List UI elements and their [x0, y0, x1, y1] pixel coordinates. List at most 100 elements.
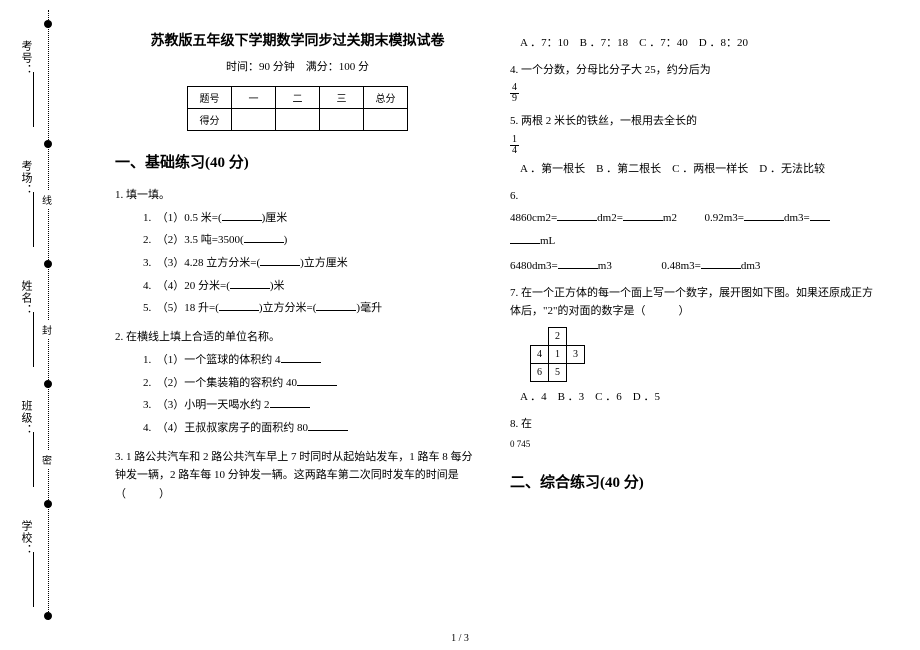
net-cell: 2	[549, 327, 567, 345]
q1-tail: )立方厘米	[300, 257, 348, 269]
q6-text: 4860cm2=	[510, 212, 557, 224]
fraction-icon: 4 9	[510, 83, 519, 104]
q3-options: A ．7：10 B ．7：18 C ．7：40 D ．8：20	[520, 34, 875, 53]
q7-text: 7. 在一个正方体的每一个面上写一个数字，展开图如下图。如果还原成正方体后，"2…	[510, 284, 875, 321]
q1-item-text: 2. （2）3.5 吨=3500(	[143, 234, 244, 246]
dot-icon	[44, 500, 52, 508]
net-cell: 4	[531, 345, 549, 363]
fill-blank	[623, 210, 663, 221]
q8-sub: 0 745	[510, 437, 875, 452]
score-header: 题号	[188, 87, 232, 109]
q3-text: 3. 1 路公共汽车和 2 路公共汽车早上 7 时同时从起始站发车，1 路车 8…	[115, 448, 480, 504]
score-header: 总分	[364, 87, 408, 109]
score-cell	[364, 109, 408, 131]
side-label-class: 班级：	[18, 400, 34, 436]
net-cell: 6	[531, 363, 549, 381]
fill-blank	[316, 300, 356, 311]
dot-icon	[44, 20, 52, 28]
q1-item-text: 4. （4）20 分米=(	[143, 280, 230, 292]
score-label: 得分	[188, 109, 232, 131]
table-row: 得分	[188, 109, 408, 131]
q5-fraction: 1 4	[510, 135, 875, 156]
score-cell	[276, 109, 320, 131]
fill-blank	[270, 397, 310, 408]
q6-line2: 6480dm3=m3 0.48m3=dm3	[510, 257, 875, 276]
score-cell	[232, 109, 276, 131]
q6-text: dm3=	[784, 212, 810, 224]
fraction-icon: 1 4	[510, 135, 519, 156]
q2-item-text: 2. （2）一个集装箱的容积约 40	[143, 377, 297, 389]
q1-item: 3. （3）4.28 立方分米=( )立方厘米	[143, 254, 480, 273]
fill-blank	[260, 255, 300, 266]
q2-stem: 2. 在横线上填上合适的单位名称。	[115, 328, 480, 347]
q2-item: 2. （2）一个集装箱的容积约 40	[143, 374, 480, 393]
q1-item-text: 1. （1）0.5 米=(	[143, 212, 222, 224]
dot-icon	[44, 380, 52, 388]
q1-item-text: 3. （3）4.28 立方分米=(	[143, 257, 260, 269]
q6-text: dm2=	[597, 212, 623, 224]
fraction-den: 9	[510, 94, 519, 104]
seal-char: 封	[42, 320, 52, 339]
q1-tail: )毫升	[356, 302, 382, 314]
fill-blank	[281, 352, 321, 363]
section-2-title: 二、综合练习(40 分)	[510, 471, 875, 492]
q2-item: 1. （1）一个篮球的体积约 4	[143, 351, 480, 370]
q1-item: 5. （5）18 升=( )立方分米=( )毫升	[143, 299, 480, 318]
score-header: 二	[276, 87, 320, 109]
left-column: 苏教版五年级下学期数学同步过关期末模拟试卷 时间：90 分钟 满分：100 分 …	[100, 0, 495, 640]
q5-text: 5. 两根 2 米长的铁丝，一根用去全长的	[510, 112, 875, 131]
net-row: 2	[531, 327, 585, 345]
dot-icon	[44, 260, 52, 268]
q2-item-text: 4. （4）王叔叔家房子的面积约 80	[143, 422, 308, 434]
q1-item: 1. （1）0.5 米=( )厘米	[143, 209, 480, 228]
q1-item: 2. （2）3.5 吨=3500()	[143, 231, 480, 250]
q7-options: A ．4 B ．3 C ．6 D ．5	[520, 388, 875, 407]
fill-blank	[308, 420, 348, 431]
q6-text: m2	[663, 212, 677, 224]
fill-blank	[244, 232, 284, 243]
table-row: 题号 一 二 三 总分	[188, 87, 408, 109]
q1-item: 4. （4）20 分米=()米	[143, 277, 480, 296]
dot-icon	[44, 612, 52, 620]
fill-blank	[810, 210, 830, 221]
fill-blank	[701, 258, 741, 269]
side-label-school: 学校：	[18, 520, 34, 556]
q2-item: 4. （4）王叔叔家房子的面积约 80	[143, 419, 480, 438]
q1-tail: )	[284, 234, 288, 246]
fill-blank	[744, 210, 784, 221]
fill-blank	[222, 210, 262, 221]
q6-text: m3	[598, 260, 612, 272]
fill-blank	[219, 300, 259, 311]
q1-tail: )厘米	[262, 212, 288, 224]
net-row: 65	[531, 363, 585, 381]
fill-blank	[558, 258, 598, 269]
fill-blank	[297, 375, 337, 386]
q2-item: 3. （3）小明一天喝水约 2	[143, 396, 480, 415]
score-cell	[320, 109, 364, 131]
score-table: 题号 一 二 三 总分 得分	[187, 86, 408, 131]
cube-net-diagram: 2 413 65	[530, 327, 875, 382]
fraction-den: 4	[510, 146, 519, 156]
net-cell: 3	[567, 345, 585, 363]
q1-tail: )立方分米=(	[259, 302, 317, 314]
side-underline	[33, 312, 34, 367]
fill-blank	[510, 233, 540, 244]
net-cell: 5	[549, 363, 567, 381]
binding-sidebar: 考号： 考场： 姓名： 班级： 学校： 线 封 密	[0, 0, 95, 650]
q5-options: A ．第一根长 B ．第二根长 C ．两根一样长 D ．无法比较	[520, 160, 875, 179]
q8-text: 8. 在	[510, 415, 875, 434]
q1-stem: 1. 填一填。	[115, 186, 480, 205]
q6-line1b: mL	[510, 232, 875, 251]
q6-text: 0.48m3=	[661, 260, 701, 272]
q4-fraction: 4 9	[510, 83, 875, 104]
q1-item-text: 5. （5）18 升=(	[143, 302, 219, 314]
q6-text: 0.92m3=	[704, 212, 744, 224]
score-header: 一	[232, 87, 276, 109]
q6-line1: 4860cm2= dm2= m2 0.92m3= dm3=	[510, 209, 875, 228]
score-header: 三	[320, 87, 364, 109]
page-body: 苏教版五年级下学期数学同步过关期末模拟试卷 时间：90 分钟 满分：100 分 …	[100, 0, 910, 640]
q4-text: 4. 一个分数，分母比分子大 25，约分后为	[510, 61, 875, 80]
fill-blank	[230, 278, 270, 289]
side-label-room: 考场：	[18, 160, 34, 196]
net-row: 413	[531, 345, 585, 363]
